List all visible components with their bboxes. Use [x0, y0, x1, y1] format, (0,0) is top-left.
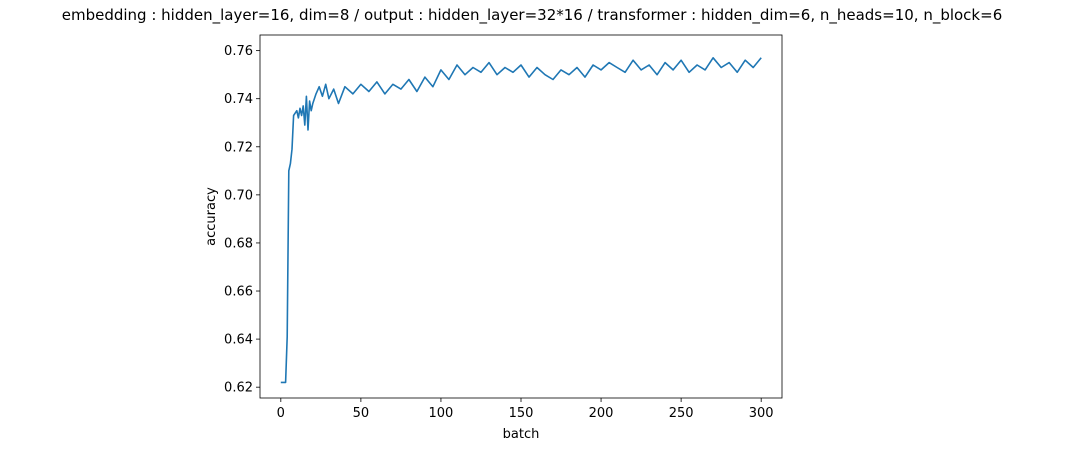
- axes-frame: [259, 34, 783, 399]
- y-tick-label: 0.68: [224, 236, 253, 251]
- x-tick-label: 300: [749, 406, 774, 421]
- y-tick-label: 0.70: [224, 188, 253, 203]
- plot-area: [259, 34, 783, 399]
- x-axis: 0 50 100 150 200 250 300: [277, 398, 774, 421]
- series-layer: [280, 56, 762, 384]
- y-tick-label: 0.76: [224, 44, 253, 59]
- y-tick-label: 0.74: [224, 92, 253, 107]
- y-tick-label: 0.72: [224, 140, 253, 155]
- y-tick-label: 0.66: [224, 285, 253, 300]
- y-axis: 0.62 0.64 0.66 0.68 0.70 0.72 0.74 0.76: [224, 44, 260, 396]
- x-tick-label: 50: [353, 406, 370, 421]
- y-tick-label: 0.62: [224, 381, 253, 396]
- x-tick-label: 200: [589, 406, 614, 421]
- x-tick-label: 150: [509, 406, 534, 421]
- chart-title: embedding : hidden_layer=16, dim=8 / out…: [62, 6, 1002, 25]
- x-tick-label: 0: [277, 406, 285, 421]
- x-tick-label: 250: [669, 406, 694, 421]
- accuracy-series-line: [280, 56, 762, 384]
- x-tick-label: 100: [429, 406, 454, 421]
- x-axis-label: batch: [503, 427, 540, 442]
- y-axis-label: accuracy: [204, 187, 219, 246]
- y-tick-label: 0.64: [224, 333, 253, 348]
